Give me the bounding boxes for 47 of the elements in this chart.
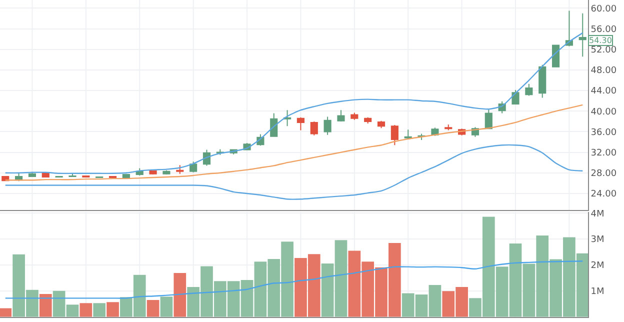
- y-tick-label: 2M: [590, 261, 604, 272]
- candlestick: [512, 90, 520, 105]
- y-tick-label: 4M: [590, 209, 604, 220]
- y-tick-label: 44.00: [590, 86, 617, 97]
- bar: [80, 303, 92, 317]
- bar: [0, 308, 12, 317]
- candlestick: [296, 116, 304, 131]
- y-tick-label: 56.00: [590, 24, 617, 35]
- bar: [146, 300, 160, 317]
- candlestick: [538, 64, 546, 98]
- candlestick: [552, 44, 560, 68]
- candlestick: [525, 83, 533, 96]
- line-series: [4, 104, 584, 181]
- bar: [174, 273, 186, 317]
- candlestick: [324, 116, 332, 136]
- candlestick: [484, 109, 492, 130]
- candlestick: [190, 161, 198, 173]
- candlestick: [364, 116, 372, 124]
- candlestick: [444, 124, 452, 131]
- line-series: [4, 260, 584, 299]
- y-tick-label: 48.00: [590, 66, 617, 76]
- candlestick: [390, 124, 398, 146]
- text: 54.30: [589, 36, 612, 45]
- bar: [160, 296, 173, 317]
- y-tick-label: 52.00: [590, 46, 617, 56]
- candlestick: [377, 120, 386, 129]
- bar: [93, 303, 106, 317]
- candlestick: [270, 112, 278, 138]
- line-series: [4, 32, 584, 174]
- candlestick: [337, 110, 345, 122]
- y-tick-label: 60.00: [590, 4, 617, 14]
- y-tick-label: 3M: [590, 235, 604, 246]
- y-tick-label: 32.00: [590, 148, 617, 158]
- candlestick: [310, 120, 318, 136]
- line-series: [4, 144, 584, 200]
- candlestick: [162, 170, 170, 175]
- candlestick: [350, 112, 358, 120]
- candlestick: [68, 173, 76, 178]
- y-tick-label: 1M: [590, 287, 604, 298]
- y-tick-label: 40.00: [590, 107, 617, 118]
- bar: [106, 302, 119, 317]
- y-tick-label: 24.00: [590, 190, 617, 200]
- candlestick: [404, 129, 412, 140]
- bar: [39, 294, 52, 317]
- y-tick-label: 28.00: [590, 169, 617, 180]
- candlestick: [284, 110, 292, 127]
- y-tick-label: 36.00: [590, 128, 617, 138]
